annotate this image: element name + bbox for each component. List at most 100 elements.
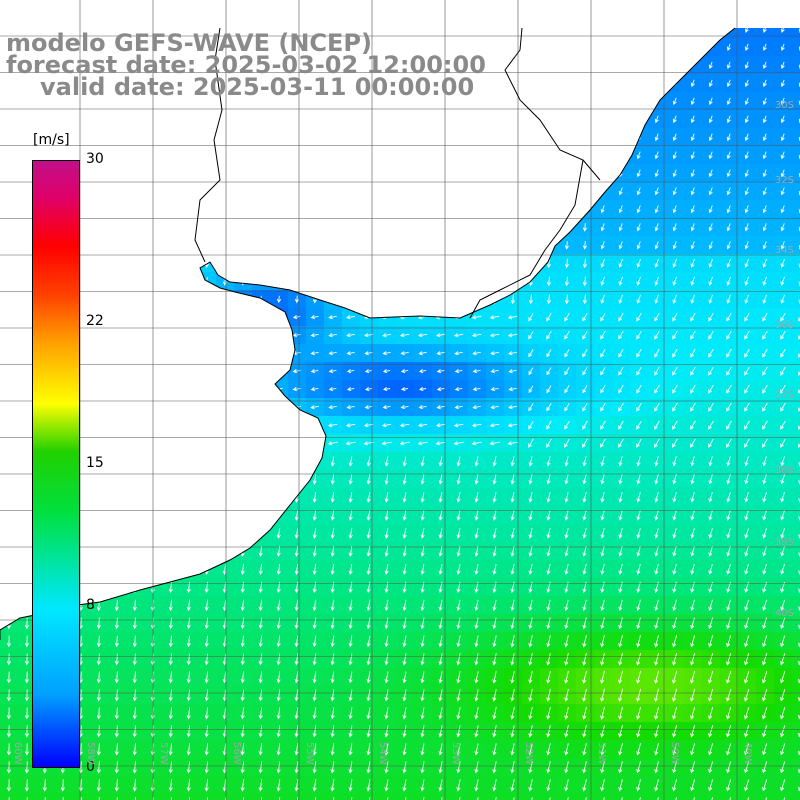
wind-arrow bbox=[618, 241, 623, 250]
wind-arrow bbox=[114, 133, 119, 142]
wind-arrow bbox=[762, 151, 767, 160]
wind-arrow bbox=[420, 115, 425, 124]
wind-arrow bbox=[438, 725, 443, 738]
wind-arrow bbox=[21, 405, 32, 410]
speed-cell bbox=[180, 290, 199, 309]
speed-cell bbox=[378, 164, 397, 183]
wind-arrow bbox=[132, 492, 137, 503]
wind-arrow bbox=[564, 169, 569, 178]
speed-cell bbox=[594, 92, 613, 111]
wind-arrow bbox=[762, 725, 768, 738]
wind-arrow bbox=[636, 438, 642, 448]
wind-arrow bbox=[366, 276, 371, 287]
wind-arrow bbox=[402, 43, 408, 52]
wind-arrow bbox=[618, 402, 624, 412]
wind-arrow bbox=[240, 115, 245, 124]
speed-cell bbox=[720, 28, 739, 39]
wind-arrow bbox=[510, 169, 515, 178]
wind-arrow bbox=[510, 474, 515, 485]
wind-arrow bbox=[312, 169, 317, 178]
wind-arrow bbox=[6, 599, 11, 612]
speed-cell bbox=[504, 254, 523, 273]
wind-arrow bbox=[564, 652, 569, 666]
wind-arrow bbox=[618, 706, 623, 720]
speed-cell bbox=[288, 794, 307, 800]
wind-arrow bbox=[402, 635, 407, 648]
wind-arrow bbox=[274, 333, 283, 338]
wind-arrow bbox=[726, 599, 731, 612]
wind-arrow bbox=[384, 510, 389, 521]
speed-cell bbox=[36, 110, 55, 129]
wind-arrow bbox=[132, 205, 137, 214]
speed-cell bbox=[522, 74, 541, 93]
wind-arrow bbox=[636, 779, 641, 792]
speed-cell bbox=[270, 182, 289, 201]
wind-arrow bbox=[240, 205, 245, 214]
wind-arrow bbox=[240, 169, 245, 178]
speed-cell bbox=[270, 470, 289, 489]
wind-arrow bbox=[96, 187, 101, 196]
wind-arrow bbox=[582, 527, 587, 539]
wind-arrow bbox=[690, 169, 695, 178]
wind-arrow bbox=[564, 706, 569, 720]
wind-arrow bbox=[330, 241, 335, 250]
wind-arrow bbox=[114, 205, 119, 214]
wind-arrow bbox=[96, 492, 101, 503]
wind-arrow bbox=[204, 223, 209, 232]
wind-arrow bbox=[129, 387, 140, 392]
wind-arrow bbox=[330, 671, 335, 684]
wind-arrow bbox=[474, 28, 480, 34]
wind-arrow bbox=[618, 599, 623, 612]
wind-arrow bbox=[474, 474, 479, 485]
speed-cell bbox=[0, 524, 19, 543]
wind-arrow bbox=[258, 259, 263, 268]
wind-arrow bbox=[168, 689, 173, 702]
wind-arrow bbox=[690, 563, 695, 575]
wind-arrow bbox=[418, 387, 427, 392]
wind-arrow bbox=[472, 387, 481, 392]
wind-arrow bbox=[294, 277, 299, 286]
wind-arrow bbox=[438, 743, 443, 756]
wind-arrow bbox=[726, 402, 732, 412]
speed-cell bbox=[108, 182, 127, 201]
speed-cell bbox=[162, 524, 181, 543]
wind-arrow bbox=[474, 79, 479, 88]
speed-cell bbox=[108, 542, 127, 561]
wind-arrow bbox=[600, 527, 605, 539]
wind-arrow bbox=[276, 725, 281, 738]
wind-arrow bbox=[492, 97, 497, 106]
wind-arrow bbox=[636, 205, 641, 214]
wind-arrow bbox=[744, 276, 749, 287]
wind-arrow bbox=[690, 28, 695, 34]
wind-arrow bbox=[6, 725, 11, 738]
wind-arrow bbox=[312, 474, 317, 485]
wind-arrow bbox=[220, 333, 229, 338]
wind-arrow bbox=[24, 635, 29, 648]
speed-cell bbox=[414, 164, 433, 183]
wind-arrow bbox=[762, 617, 768, 630]
wind-arrow bbox=[348, 635, 353, 648]
wind-arrow bbox=[364, 387, 373, 392]
wind-arrow bbox=[510, 725, 515, 738]
speed-cell bbox=[702, 38, 721, 57]
wind-arrow bbox=[546, 670, 551, 684]
wind-arrow bbox=[672, 510, 677, 521]
wind-arrow bbox=[327, 423, 338, 428]
wind-arrow bbox=[78, 779, 83, 792]
speed-cell bbox=[792, 470, 800, 489]
wind-arrow bbox=[438, 599, 443, 612]
wind-arrow bbox=[274, 351, 283, 356]
longitude-label: 55W bbox=[304, 742, 315, 765]
wind-arrow bbox=[438, 115, 443, 124]
wind-arrow bbox=[420, 276, 425, 287]
wind-arrow bbox=[690, 797, 696, 800]
wind-arrow bbox=[168, 743, 173, 756]
wind-arrow bbox=[744, 761, 750, 774]
wind-arrow bbox=[258, 797, 263, 800]
speed-cell bbox=[360, 164, 379, 183]
wind-arrow bbox=[654, 474, 659, 485]
wind-arrow bbox=[330, 115, 335, 124]
wind-arrow bbox=[330, 456, 335, 467]
speed-cell bbox=[108, 110, 127, 129]
speed-cell bbox=[450, 218, 469, 237]
